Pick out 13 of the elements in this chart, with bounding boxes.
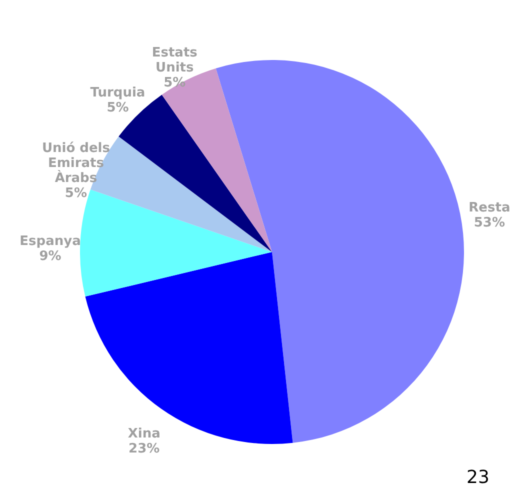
pie-slice [216,60,464,443]
slice-label: Resta [468,200,510,216]
data-label: 5% [64,186,87,201]
slice-label: Xina [128,426,160,442]
data-label: 5% [106,100,129,116]
slice-label: Espanya [20,234,81,250]
data-label: 53% [474,215,506,230]
slice-label: Estats Units [152,45,198,76]
data-label: 23% [128,441,160,456]
pie-slice [85,252,293,444]
text: 23 [466,467,490,488]
slice-label: Turquia [90,85,146,100]
data-label: 9% [39,249,62,264]
